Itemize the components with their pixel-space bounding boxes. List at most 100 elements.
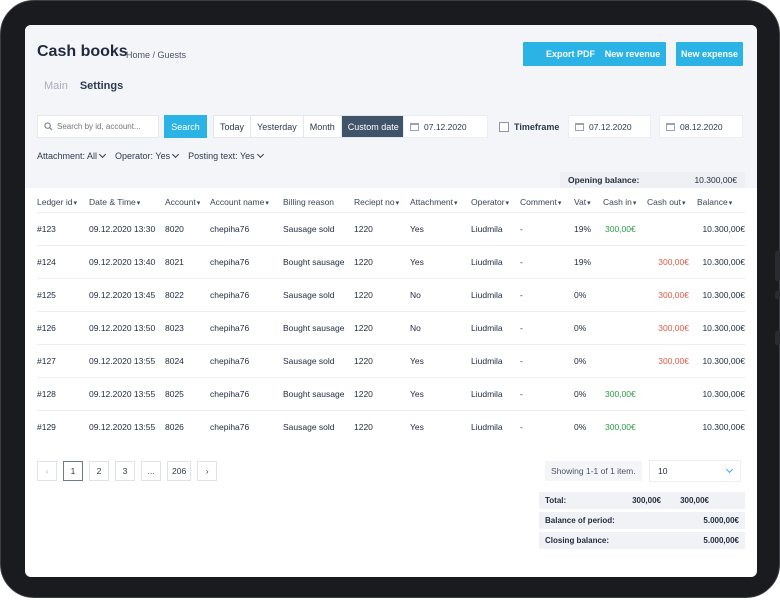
cell-balance: 10.300,00€ — [697, 244, 745, 278]
filter-bar: Search Today Yesterday Month Custom date… — [37, 115, 745, 138]
timeframe-checkbox[interactable] — [499, 121, 509, 132]
cell-comment: - — [520, 343, 574, 377]
cell-attachment: Yes — [410, 343, 471, 377]
cell-comment: - — [520, 376, 574, 410]
col-comment[interactable]: Comment — [520, 192, 574, 212]
col-receipt-no[interactable]: Reciept no — [354, 192, 410, 212]
attachment-filter[interactable]: Attachment: All — [37, 150, 107, 161]
prev-page-button[interactable]: ‹ — [37, 461, 57, 481]
cell-account-name: chepiha76 — [210, 244, 283, 278]
cell-cash-in: 300,00€ — [603, 211, 647, 245]
page-2-button[interactable]: 2 — [89, 461, 109, 481]
cell-ledger-id: #123 — [37, 211, 89, 245]
tab-settings[interactable]: Settings — [79, 80, 124, 92]
col-operator[interactable]: Operator — [471, 192, 520, 212]
page-206-button[interactable]: 206 — [167, 461, 192, 481]
search-button[interactable]: Search — [164, 115, 207, 138]
closing-balance-value: 5.000,00€ — [703, 536, 739, 545]
balance-of-period-row: Balance of period: 5.000,00€ — [539, 512, 745, 529]
cell-cash-out — [647, 376, 697, 410]
chevron-down-icon — [98, 150, 107, 159]
col-account[interactable]: Account — [165, 192, 210, 212]
search-field[interactable] — [37, 115, 159, 138]
table-row[interactable]: #128 09.12.2020 13:55 8025 chepiha76 Bought … — [37, 376, 745, 410]
cell-balance: 10.300,00€ — [697, 310, 745, 344]
cell-ledger-id: #129 — [37, 409, 89, 443]
custom-date-picker[interactable]: 07.12.2020 — [403, 115, 488, 138]
cell-operator: Liudmila — [471, 277, 520, 311]
period-custom-date[interactable]: Custom date — [341, 116, 405, 137]
cell-account: 8024 — [165, 343, 210, 377]
table-row[interactable]: #124 09.12.2020 13:40 8021 chepiha76 Bought … — [37, 244, 745, 278]
operator-filter-label: Operator: Yes — [115, 151, 171, 161]
cell-billing-reason: Sausage sold — [283, 409, 354, 443]
table-row[interactable]: #123 09.12.2020 13:30 8020 chepiha76 Sausage… — [37, 211, 745, 245]
cell-billing-reason: Sausage sold — [283, 343, 354, 377]
cell-attachment: Yes — [410, 376, 471, 410]
calendar-icon — [575, 122, 584, 131]
col-date-time[interactable]: Date & Time — [89, 192, 165, 212]
new-revenue-button[interactable]: New revenue — [599, 42, 666, 66]
posting-text-filter[interactable]: Posting text: Yes — [188, 150, 264, 161]
cell-cash-in — [603, 310, 647, 344]
table-row[interactable]: #125 09.12.2020 13:45 8022 chepiha76 Sausage… — [37, 277, 745, 311]
table-body: #123 09.12.2020 13:30 8020 chepiha76 Sausage… — [37, 211, 745, 443]
cell-cash-out: 300,00€ — [647, 277, 697, 311]
breadcrumb[interactable]: Home / Guests — [126, 50, 187, 60]
cell-operator: Liudmila — [471, 211, 520, 245]
cell-billing-reason: Bought sausage — [283, 310, 354, 344]
page-1-button[interactable]: 1 — [63, 461, 83, 481]
col-account-name[interactable]: Account name — [210, 192, 283, 212]
col-cash-out[interactable]: Cash out — [647, 192, 697, 212]
cell-vat: 0% — [574, 376, 603, 410]
page-3-button[interactable]: 3 — [115, 461, 135, 481]
page-title: Cash books — [37, 43, 128, 60]
period-yesterday[interactable]: Yesterday — [251, 116, 304, 137]
cell-date-time: 09.12.2020 13:45 — [89, 277, 165, 311]
timeframe-to-picker[interactable]: 08.12.2020 — [659, 115, 743, 138]
timeframe-label: Timeframe — [514, 121, 560, 132]
cell-vat: 0% — [574, 343, 603, 377]
table-row[interactable]: #129 09.12.2020 13:55 8026 chepiha76 Sausage… — [37, 409, 745, 443]
col-ledger-id[interactable]: Ledger id — [37, 192, 89, 212]
side-button — [775, 291, 780, 299]
cell-account: 8022 — [165, 277, 210, 311]
opening-balance: Opening balance: 10.300,00€ — [560, 172, 745, 188]
cell-cash-in: 300,00€ — [603, 376, 647, 410]
timeframe-toggle[interactable]: Timeframe — [499, 115, 559, 138]
next-page-button[interactable]: › — [197, 461, 218, 481]
operator-filter[interactable]: Operator: Yes — [115, 150, 180, 161]
new-expense-button[interactable]: New expense — [676, 42, 743, 66]
col-vat[interactable]: Vat — [574, 192, 603, 212]
calendar-icon — [410, 122, 419, 131]
cell-ledger-id: #124 — [37, 244, 89, 278]
cell-attachment: Yes — [410, 409, 471, 443]
cell-account: 8020 — [165, 211, 210, 245]
table-row[interactable]: #126 09.12.2020 13:50 8023 chepiha76 Bought … — [37, 310, 745, 344]
cell-comment: - — [520, 409, 574, 443]
side-button — [775, 251, 780, 281]
period-today[interactable]: Today — [214, 116, 252, 137]
search-input[interactable] — [57, 122, 157, 131]
timeframe-from-picker[interactable]: 07.12.2020 — [568, 115, 651, 138]
cell-account: 8026 — [165, 409, 210, 443]
table-row[interactable]: #127 09.12.2020 13:55 8024 chepiha76 Sausage… — [37, 343, 745, 377]
cell-account-name: chepiha76 — [210, 376, 283, 410]
col-cash-in[interactable]: Cash in — [603, 192, 647, 212]
cell-billing-reason: Bought sausage — [283, 376, 354, 410]
cell-receipt-no: 1220 — [354, 211, 410, 245]
tab-main[interactable]: Main — [44, 80, 68, 92]
cell-account-name: chepiha76 — [210, 343, 283, 377]
cell-account: 8021 — [165, 244, 210, 278]
chevron-down-icon — [256, 150, 264, 159]
cell-attachment: No — [410, 310, 471, 344]
cell-billing-reason: Sausage sold — [283, 277, 354, 311]
per-page-select[interactable]: 10 — [649, 460, 741, 482]
calendar-icon — [666, 122, 675, 131]
period-month[interactable]: Month — [304, 116, 342, 137]
tab-bar: Main Settings — [44, 80, 123, 92]
cell-account: 8025 — [165, 376, 210, 410]
col-attachment[interactable]: Attachment — [410, 192, 471, 212]
col-balance[interactable]: Balance — [697, 192, 745, 212]
